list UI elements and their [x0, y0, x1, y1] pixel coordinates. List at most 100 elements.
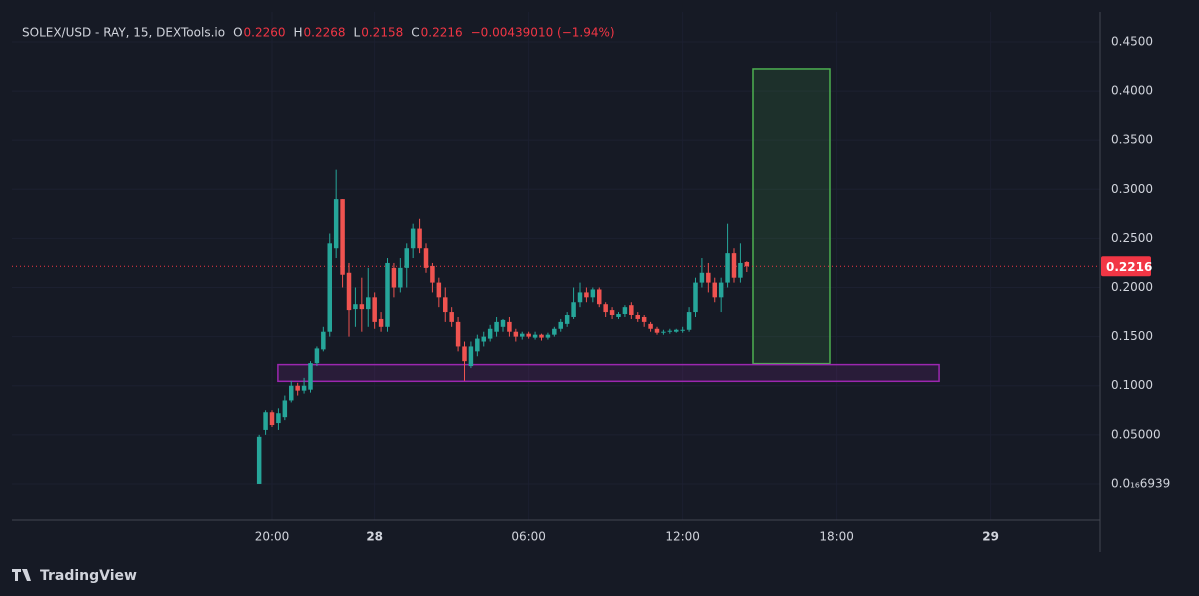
candle-body [609, 310, 615, 316]
y-tick-label: 0.2500 [1111, 231, 1153, 245]
candle-body [423, 248, 429, 268]
candle-body [269, 412, 275, 426]
candle-body [455, 321, 461, 347]
candle-body [314, 348, 320, 364]
candle-body [494, 321, 499, 332]
candle-body [333, 199, 339, 249]
candle-body [366, 297, 371, 310]
x-tick-label: 28 [366, 530, 383, 544]
candle-body [276, 413, 281, 424]
candle-body [301, 385, 307, 391]
candle-body [282, 400, 288, 418]
candle-body [327, 243, 332, 332]
candle-body [686, 312, 692, 330]
candle-body [648, 323, 653, 329]
candle-body [532, 334, 538, 338]
candle-body [693, 282, 698, 313]
candle-body [712, 282, 717, 298]
candle-body [558, 321, 563, 329]
candle-body [725, 253, 730, 283]
candle-body [417, 228, 422, 249]
x-tick-label: 20:00 [255, 530, 290, 544]
candle-body [699, 272, 705, 283]
candle-body [513, 331, 519, 337]
candle-body [507, 321, 512, 332]
candle-body [321, 331, 326, 350]
candles [256, 169, 750, 484]
candle-body [539, 334, 544, 338]
candle-body [590, 289, 596, 298]
candle-body [263, 412, 268, 430]
branding: TradingView [12, 568, 137, 584]
candle-body [295, 385, 300, 391]
y-tick-label: 0.1000 [1111, 378, 1153, 392]
legend-key: L [354, 26, 361, 40]
logo [12, 569, 31, 581]
candle-body [256, 436, 262, 484]
candle-body [462, 346, 467, 362]
y-tick-label: 0.1500 [1111, 329, 1153, 343]
drawing-rectangle [277, 363, 940, 383]
legend-header: SOLEX/USD - RAY, 15, DEXTools.io O 0.2260 H… [22, 26, 615, 40]
candle-body [500, 319, 506, 327]
candle-body [622, 307, 628, 315]
candle-body [616, 314, 621, 317]
axes: 0.0₁₆6939 0.05000 0.1000 0.1500 0.2000 0.2500… [255, 34, 1171, 543]
candle-body [449, 312, 454, 322]
candle-body [564, 315, 570, 324]
y-tick-label: 0.4000 [1111, 84, 1153, 98]
y-tick-label: 0.05000 [1111, 427, 1161, 441]
candle-body [359, 304, 365, 310]
candle-body [526, 333, 531, 337]
candle-body [340, 199, 345, 275]
candle-body [475, 338, 480, 352]
drawing-rectangle [752, 68, 831, 365]
candle-body [571, 302, 576, 317]
candle-body [718, 282, 724, 298]
candle-body [385, 262, 390, 327]
candle-body [481, 336, 486, 342]
candle-body [661, 331, 666, 333]
legend-key: C [411, 26, 419, 40]
symbol-title: SOLEX/USD - RAY, 15, DEXTools.io [22, 26, 225, 40]
last-price-label: 0.2216 [1106, 260, 1152, 274]
x-tick-label: 18:00 [819, 530, 854, 544]
candle-body [430, 265, 435, 283]
candle-body [443, 297, 448, 313]
candle-body [545, 334, 551, 338]
legend-value: −0.00439010 (−1.94%) [471, 26, 615, 40]
candle-body [520, 333, 525, 337]
candle-body [706, 272, 711, 283]
candle-body [577, 292, 583, 303]
y-tick-label: 0.4500 [1111, 34, 1153, 48]
candle-body [372, 297, 377, 322]
x-tick-label: 29 [982, 530, 999, 544]
candle-body [597, 289, 602, 305]
candle-body [391, 267, 397, 288]
candle-body [308, 363, 313, 390]
candle-body [629, 305, 634, 316]
candle-body [552, 328, 557, 335]
candle-body [398, 267, 403, 288]
x-tick-label: 12:00 [665, 530, 700, 544]
candle-body [584, 292, 589, 298]
y-tick-label: 0.3000 [1111, 182, 1153, 196]
brand-name: TradingView [40, 568, 137, 584]
candle-body [468, 346, 474, 367]
legend-value: 0.2216 [421, 26, 463, 40]
candle-body [289, 385, 294, 401]
candle-body [404, 248, 409, 268]
legend-key: O [233, 26, 242, 40]
candle-body [674, 329, 679, 332]
y-tick-label: 0.0₁₆6939 [1111, 476, 1170, 490]
candle-body [731, 253, 737, 278]
last-price-badge [1101, 256, 1151, 277]
legend-value: 0.2268 [304, 26, 346, 40]
candle-body [738, 262, 743, 278]
candle-body [353, 304, 358, 310]
candle-body [487, 328, 493, 339]
legend-key: H [294, 26, 303, 40]
candle-body [346, 272, 352, 311]
